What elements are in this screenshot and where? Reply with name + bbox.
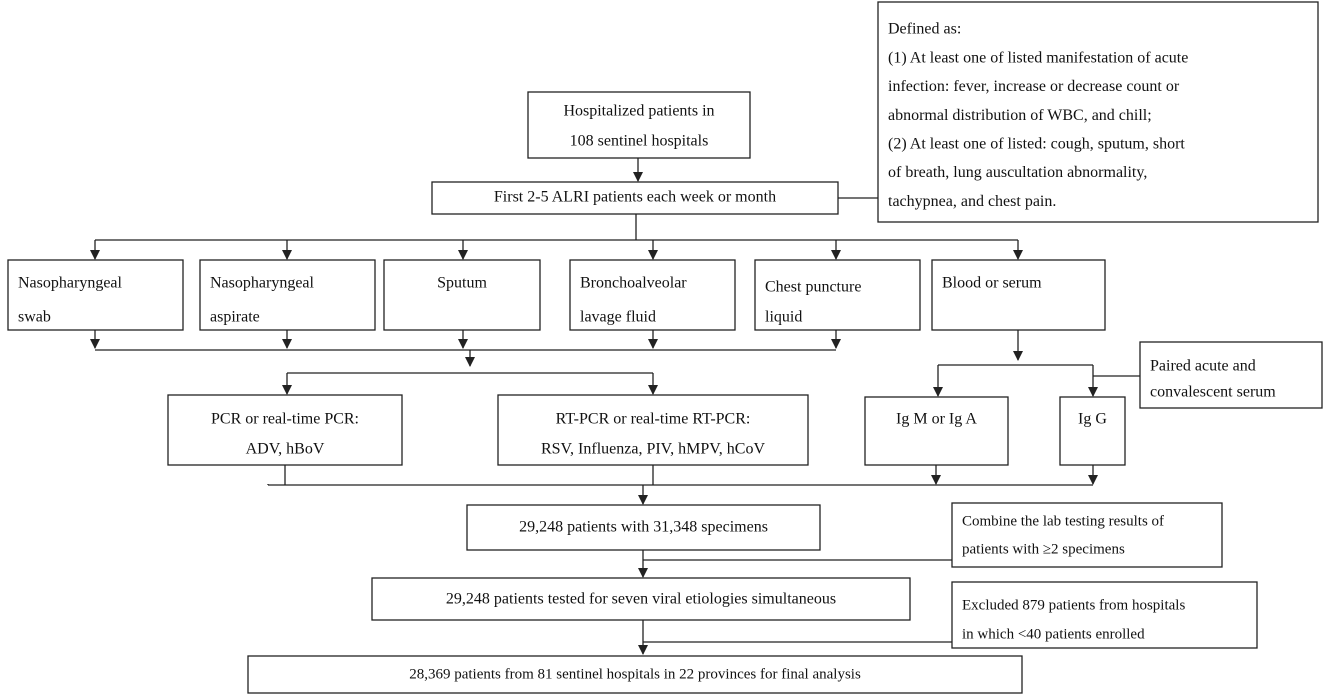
node-text: PCR or real-time PCR: [211, 411, 359, 428]
node-text: Excluded 879 patients from hospitals [962, 597, 1185, 613]
definition-line: infection: fever, increase or decrease c… [888, 78, 1180, 95]
node-text: Ig M or Ig A [896, 411, 977, 428]
node-text: RT-PCR or real-time RT-PCR: [556, 411, 751, 428]
node-box [7, 259, 184, 331]
node-box [431, 181, 839, 215]
node-box [199, 259, 376, 331]
node-text: Hospitalized patients in [563, 103, 714, 120]
node-text: RSV, Influenza, PIV, hMPV, hCoV [541, 441, 765, 458]
node-text: Nasopharyngeal [210, 275, 315, 292]
definition-line: (1) At least one of listed manifestation… [888, 49, 1188, 66]
definition-line: (2) At least one of listed: cough, sputu… [888, 135, 1185, 152]
node-text: Nasopharyngeal [18, 275, 123, 292]
node-text: Bronchoalveolar [580, 275, 687, 292]
node-box [931, 259, 1106, 331]
definition-box [877, 1, 1319, 223]
node-box [466, 504, 821, 551]
node-text: aspirate [210, 309, 260, 326]
node-text: ADV, hBoV [246, 441, 325, 458]
node-box [167, 394, 403, 466]
node-box [951, 581, 1258, 649]
node-text: 28,369 patients from 81 sentinel hospita… [409, 666, 861, 682]
node-box [497, 394, 809, 466]
node-text: patients with ≥2 specimens [962, 541, 1125, 557]
node-text: First 2-5 ALRI patients each week or mon… [494, 189, 776, 206]
node-box [371, 577, 911, 621]
node-text: liquid [765, 309, 802, 326]
node-text: Paired acute and [1150, 358, 1256, 375]
node-text: Chest puncture [765, 279, 861, 296]
node-text: Sputum [437, 275, 487, 292]
definition-line: Defined as: [888, 21, 961, 38]
node-text: 29,248 patients with 31,348 specimens [519, 519, 768, 536]
node-text: lavage fluid [580, 309, 656, 326]
definition-line: abnormal distribution of WBC, and chill; [888, 107, 1152, 124]
node-box [1139, 341, 1323, 409]
node-box [383, 259, 541, 331]
node-text: swab [18, 309, 51, 326]
node-text: 29,248 patients tested for seven viral e… [446, 591, 836, 608]
node-text: convalescent serum [1150, 384, 1276, 401]
node-text: Ig G [1078, 411, 1107, 428]
node-box [1059, 396, 1126, 466]
node-text: in which <40 patients enrolled [962, 626, 1145, 642]
node-text: Combine the lab testing results of [962, 513, 1164, 529]
node-text: Blood or serum [942, 275, 1042, 292]
node-box [527, 91, 751, 159]
definition-line: tachypnea, and chest pain. [888, 193, 1056, 210]
node-text: 108 sentinel hospitals [570, 133, 709, 150]
boxes: Defined as: (1) At least one of listed ma… [7, 1, 1323, 694]
node-box [247, 655, 1023, 694]
connectors [90, 158, 1140, 655]
node-box [569, 259, 736, 331]
node-box [754, 259, 921, 331]
node-box [951, 502, 1223, 568]
definition-line: of breath, lung auscultation abnormality… [888, 164, 1147, 181]
node-box [864, 396, 1009, 466]
